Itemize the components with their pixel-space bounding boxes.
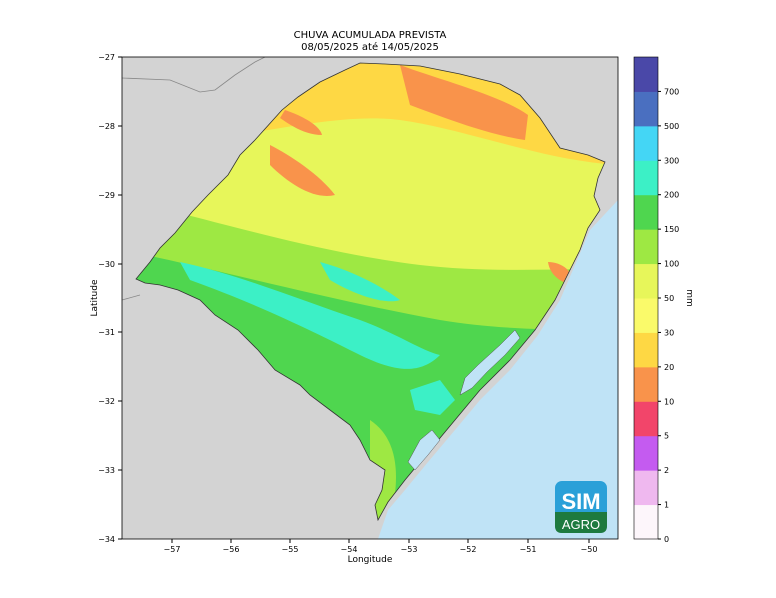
colorbar-level-label: 200 bbox=[664, 191, 679, 200]
logo-sim-text: SIM bbox=[561, 489, 600, 514]
x-tick-label: −50 bbox=[581, 545, 598, 554]
colorbar-unit: mm bbox=[684, 289, 694, 307]
ocean bbox=[378, 200, 618, 539]
colorbar-segment bbox=[634, 504, 658, 540]
lagoa-dos-patos bbox=[459, 329, 521, 396]
x-axis-label: Longitude bbox=[348, 555, 393, 565]
state-outline bbox=[135, 62, 606, 522]
x-tick-label: −52 bbox=[460, 545, 477, 554]
y-tick-label: −33 bbox=[98, 466, 115, 475]
colorbar-level-label: 5 bbox=[664, 432, 669, 441]
colorbar-segment bbox=[634, 298, 658, 333]
colorbar-segment bbox=[634, 125, 658, 161]
colorbar-level-label: 0 bbox=[664, 535, 669, 544]
x-tick-label: −57 bbox=[164, 545, 181, 554]
map-subtitle: 08/05/2025 até 14/05/2025 bbox=[301, 42, 439, 53]
y-tick-label: −30 bbox=[98, 260, 115, 269]
colorbar-segment bbox=[634, 57, 658, 92]
colorbar-level-label: 2 bbox=[664, 466, 669, 475]
y-tick-label: −29 bbox=[98, 191, 115, 200]
y-tick-label: −28 bbox=[98, 122, 115, 131]
colorbar-level-label: 50 bbox=[664, 294, 674, 303]
lagoa-mirim bbox=[407, 429, 441, 471]
colorbar-level-label: 1 bbox=[664, 501, 669, 510]
x-tick-label: −56 bbox=[223, 545, 240, 554]
colorbar-segment bbox=[634, 229, 658, 265]
colorbar-segment bbox=[634, 401, 658, 437]
colorbar-level-label: 10 bbox=[664, 397, 674, 406]
logo-agro-text: AGRO bbox=[562, 517, 600, 532]
colorbar-segment bbox=[634, 332, 658, 368]
colorbar-level-label: 100 bbox=[664, 260, 679, 269]
colorbar-segment bbox=[634, 160, 658, 196]
map-frame bbox=[121, 56, 619, 540]
x-tick-label: −53 bbox=[401, 545, 418, 554]
y-tick-label: −31 bbox=[98, 328, 115, 337]
map-title: CHUVA ACUMULADA PREVISTA bbox=[293, 30, 447, 41]
y-tick-label: −32 bbox=[98, 397, 115, 406]
colorbar-level-label: 30 bbox=[664, 328, 674, 337]
colorbar-segment bbox=[634, 263, 658, 299]
colorbar-level-label: 500 bbox=[664, 122, 679, 131]
y-axis-label: Latitude bbox=[90, 279, 100, 317]
x-tick-label: −55 bbox=[282, 545, 299, 554]
colorbar-level-label: 700 bbox=[664, 87, 679, 96]
y-tick-label: −27 bbox=[98, 53, 115, 62]
colorbar-level-label: 20 bbox=[664, 363, 674, 372]
x-tick-label: −51 bbox=[520, 545, 537, 554]
colorbar-level-label: 300 bbox=[664, 156, 679, 165]
colorbar: mm 0 1 2 5 10 20 30 50 100 150 200 300 500 700 bbox=[633, 56, 694, 544]
country-border-argentina-brazil bbox=[122, 57, 266, 93]
map-area bbox=[122, 57, 618, 539]
colorbar-segment bbox=[634, 435, 658, 471]
x-axis: −57 −56 −55 −54 −53 −52 −51 −50 Longitud… bbox=[164, 539, 598, 565]
colorbar-level-label: 150 bbox=[664, 225, 679, 234]
colorbar-segment bbox=[634, 194, 658, 230]
simagro-logo: SIM AGRO bbox=[555, 481, 607, 533]
colorbar-segment bbox=[634, 470, 658, 506]
colorbar-segment bbox=[634, 366, 658, 402]
y-tick-label: −34 bbox=[98, 535, 115, 544]
x-tick-label: −54 bbox=[341, 545, 358, 554]
country-border-uruguay bbox=[122, 294, 141, 301]
colorbar-segment bbox=[634, 91, 658, 127]
y-axis: −27 −28 −29 −30 −31 −32 −33 −34 Latitude bbox=[90, 53, 122, 544]
